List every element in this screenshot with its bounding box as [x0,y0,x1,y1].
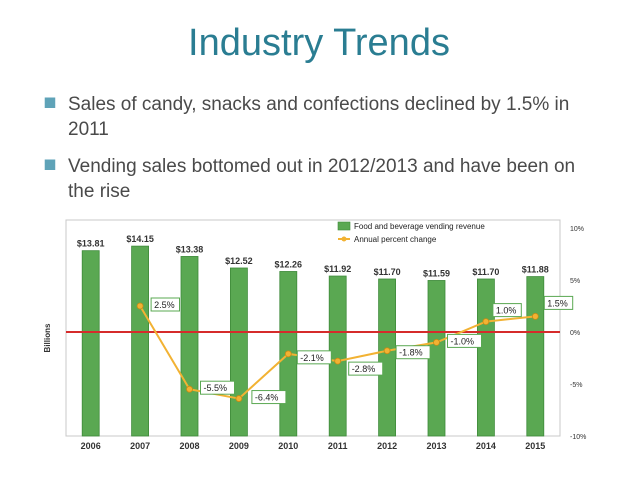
bullet-icon: ⯀ [44,158,57,175]
vending-chart: Billions $13.81 $14.15 $13.38 $12.52 $12.26 $1… [43,219,586,451]
legend-bar-label: Food and beverage vending revenue [354,222,485,231]
percent-label-box [492,303,522,318]
legend-line-marker [341,236,347,242]
bullet-item: ⯀ Vending sales bottomed out in 2012/201… [44,154,604,204]
percent-change-point [482,318,490,325]
percent-label-box [150,297,180,312]
percent-change-label: -2.1% [300,353,324,363]
x-tick-label: 2009 [229,441,249,451]
bar-value-label: $12.26 [275,259,303,269]
x-tick-label: 2013 [426,441,446,451]
percent-change-point [334,357,342,365]
percent-change-label: -6.4% [255,393,279,403]
percent-change-label: -1.8% [399,348,423,358]
x-tick-label: 2014 [476,441,496,451]
percent-label-box [251,390,287,405]
percent-label-box [543,295,574,310]
bar [81,250,100,437]
percent-change-label: 1.0% [496,306,517,316]
x-tick-label: 2007 [130,441,150,451]
y2-tick-label: -10% [570,434,586,441]
percent-change-point [284,350,292,358]
bar-value-label: $11.59 [423,268,450,278]
percent-change-label: 1.5% [547,298,568,308]
bar [131,245,149,437]
percent-change-label: -5.5% [204,383,228,393]
percent-label-box [296,350,332,365]
y-axis-label: Billions [43,323,52,352]
legend-bar-swatch [337,221,351,231]
legend-line-label: Annual percent change [354,235,437,244]
x-tick-label: 2011 [328,441,348,451]
slide-title: Industry Trends [188,22,450,64]
percent-label-box [348,361,384,376]
percent-change-point [531,313,539,320]
bar [229,267,248,437]
bar-value-label: $13.38 [176,244,204,254]
x-tick-label: 2012 [377,441,397,451]
bar [378,278,397,437]
percent-change-label: -1.0% [451,336,475,346]
bar [526,276,545,437]
percent-label-box [447,333,482,348]
y2-tick-label: 0% [570,330,580,337]
bar-value-label: $11.88 [522,265,549,275]
percent-label-box [395,345,431,360]
bullet-list: ⯀ Sales of candy, snacks and confections… [44,92,604,216]
x-tick-label: 2006 [81,441,101,451]
bar-value-label: $11.92 [324,264,351,274]
bar-value-label: $14.15 [126,234,154,244]
bar [476,278,495,437]
percent-change-label: 2.5% [154,300,175,310]
y2-tick-label: 5% [570,278,580,285]
percent-change-point [383,347,391,355]
bullet-icon: ⯀ [44,96,57,113]
percent-change-label: -2.8% [352,364,376,374]
percent-change-point [136,302,144,310]
bullet-item: ⯀ Sales of candy, snacks and confections… [44,92,604,142]
percent-label-box [200,380,235,395]
bar-value-label: $11.70 [374,267,401,277]
y2-tick-label: 10% [570,226,584,233]
bar-value-label: $13.81 [77,239,105,249]
x-tick-label: 2015 [525,441,545,451]
percent-change-point [186,385,193,393]
percent-change-point [433,339,440,346]
bullet-text: Sales of candy, snacks and confections d… [68,94,570,140]
percent-change-point [235,395,243,402]
x-tick-label: 2010 [278,441,298,451]
bar [180,256,199,437]
bar-value-label: $11.70 [472,267,499,277]
bar-value-label: $12.52 [225,256,253,266]
y2-tick-label: -5% [570,382,582,389]
x-tick-label: 2008 [179,441,199,451]
bullet-text: Vending sales bottomed out in 2012/2013 … [68,156,576,202]
